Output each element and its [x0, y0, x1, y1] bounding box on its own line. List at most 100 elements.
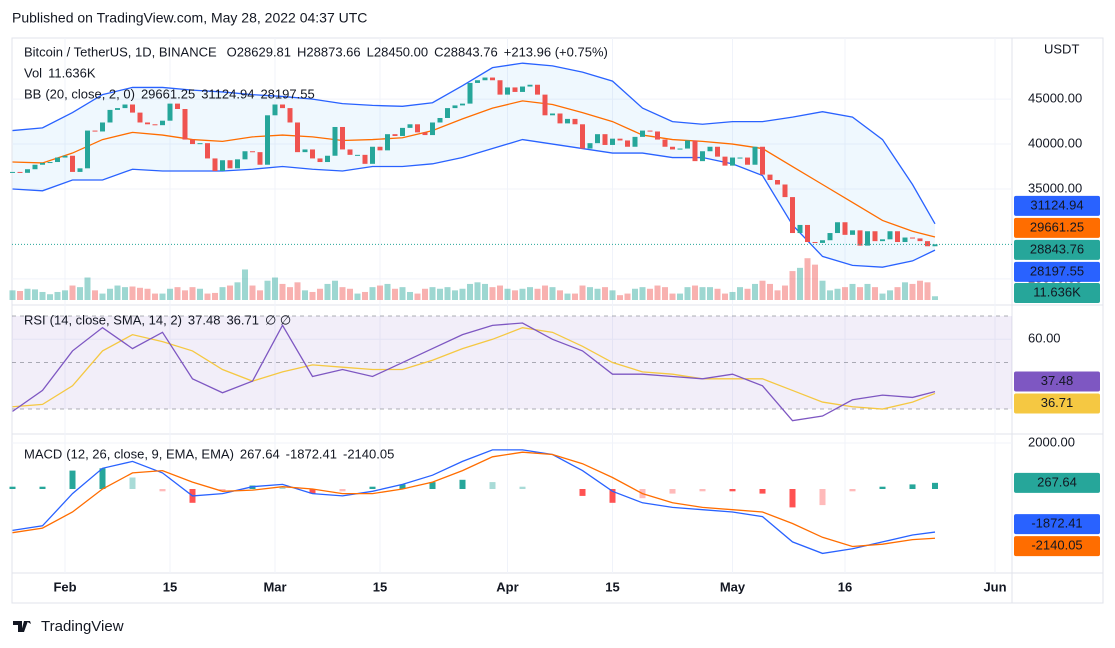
volume-bar: [422, 288, 428, 300]
volume-bar: [377, 285, 383, 300]
volume-bar: [324, 283, 331, 300]
candle: [767, 174, 773, 181]
band-line: [12, 138, 936, 268]
candle: [865, 231, 870, 246]
candle: [347, 149, 353, 155]
volume-bar: [144, 288, 151, 300]
candle: [782, 184, 788, 198]
legend-text: ∅ ∅: [265, 312, 291, 327]
candle: [932, 244, 938, 247]
candle: [797, 224, 803, 234]
candle: [280, 104, 285, 109]
volume-bar: [302, 290, 308, 300]
volume-bar: [77, 287, 83, 300]
volume-bar: [474, 282, 481, 300]
legend-text: BB: [24, 86, 41, 101]
volume-bar: [452, 290, 458, 300]
candle: [752, 146, 758, 165]
volume-bar: [827, 290, 833, 300]
histogram-bar: [39, 486, 46, 489]
volume-bar: [812, 264, 818, 300]
histogram-bar: [849, 489, 856, 492]
histogram-bar: [399, 484, 406, 489]
candle: [47, 162, 53, 164]
price-badge: [1014, 536, 1100, 557]
candle: [152, 124, 158, 126]
candle: [835, 222, 840, 234]
volume-bar: [519, 288, 526, 300]
candle: [820, 240, 825, 243]
legend-text: C: [434, 44, 443, 59]
price-badge-label: 28843.76: [1030, 241, 1084, 256]
candle: [77, 168, 83, 172]
legend-text: 28629.81: [237, 44, 291, 59]
volume-bar: [414, 293, 421, 300]
candle: [190, 139, 195, 145]
candle: [895, 231, 900, 243]
volume-bar: [549, 287, 556, 300]
candle: [400, 127, 405, 136]
volume-bar: [17, 291, 23, 300]
histogram-bar: [429, 482, 436, 489]
volume-bar: [624, 293, 631, 300]
histogram-bar: [729, 489, 736, 492]
volume-bar: [512, 290, 518, 300]
volume-bar: [219, 287, 226, 300]
candle: [287, 108, 293, 123]
candle: [182, 109, 188, 140]
legend-text: H: [297, 44, 306, 59]
volume-bar: [692, 285, 698, 300]
candle: [910, 237, 915, 239]
histogram-bar: [279, 486, 286, 489]
volume-bar: [714, 288, 721, 300]
candle: [122, 104, 128, 109]
indicator-line: [12, 327, 936, 410]
price-badge-label: 36.71: [1041, 395, 1074, 410]
candle: [257, 152, 263, 165]
histogram-bar: [99, 468, 106, 489]
volume-bar: [99, 293, 106, 300]
volume-bar: [32, 289, 38, 300]
candle: [415, 124, 420, 133]
volume-bar: [339, 287, 346, 300]
histogram-bar: [369, 486, 376, 489]
candle: [640, 130, 645, 137]
legend-text: (20, close, 2, 0): [45, 86, 135, 101]
candle: [557, 113, 563, 124]
candle: [527, 84, 533, 87]
volume-bar: [392, 288, 398, 300]
legend-text: 37.48: [188, 312, 221, 327]
x-tick-label: 15: [605, 579, 619, 594]
candle: [355, 154, 360, 156]
chart-frame: [11, 37, 1104, 604]
unit-label: USDT: [1044, 41, 1079, 56]
candle: [392, 134, 398, 136]
volume-bar: [272, 277, 278, 300]
volume-bar: [257, 290, 263, 300]
histogram-bar: [129, 477, 136, 489]
volume-bar: [639, 287, 646, 300]
histogram-bar: [699, 489, 706, 492]
candle: [145, 122, 150, 125]
volume-bar: [407, 291, 413, 300]
x-tick-label: May: [720, 579, 746, 594]
candle: [302, 149, 308, 153]
volume-bar: [204, 293, 211, 300]
candle: [827, 233, 833, 241]
histogram-bar: [159, 489, 166, 492]
candle: [730, 157, 735, 166]
legend-text: 36.71: [226, 312, 259, 327]
volume-bar: [39, 291, 46, 300]
candle: [452, 105, 458, 109]
volume-bar: [69, 285, 76, 300]
volume-bar: [669, 293, 676, 300]
volume-bar: [122, 287, 128, 300]
volume-bar: [579, 285, 586, 300]
volume-bar: [572, 293, 578, 300]
candle: [340, 126, 345, 150]
candle: [880, 239, 885, 242]
candle: [467, 82, 473, 104]
candle: [805, 224, 810, 243]
candle: [535, 84, 540, 95]
candle: [902, 237, 908, 243]
